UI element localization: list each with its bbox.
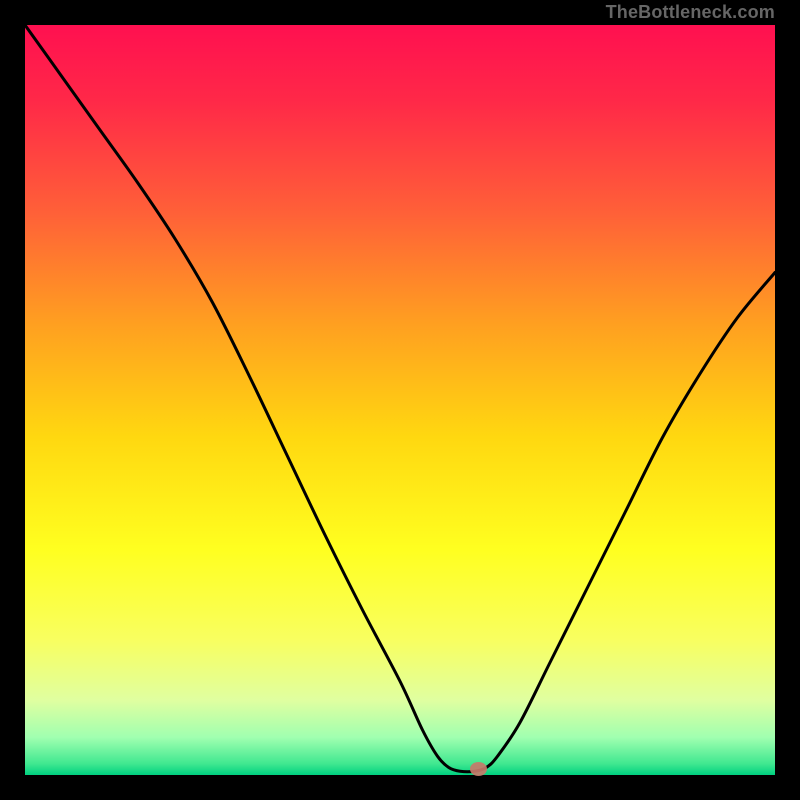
plot-area [25,25,775,775]
watermark-text: TheBottleneck.com [606,2,775,23]
bottleneck-chart-svg [25,25,775,775]
gradient-background [25,25,775,775]
chart-frame: TheBottleneck.com [0,0,800,800]
